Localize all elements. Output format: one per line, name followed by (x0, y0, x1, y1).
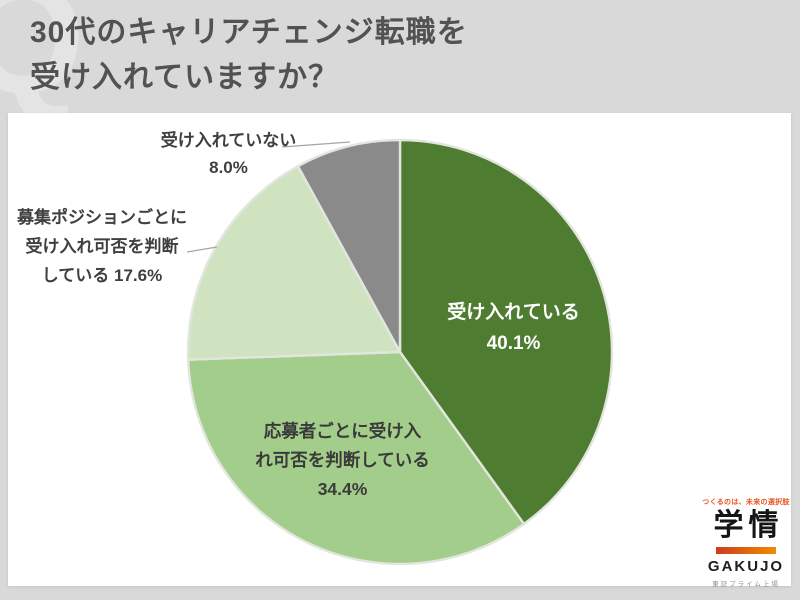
gakujo-logo: つくるのは、未来の選択肢 学情 GAKUJO 東証プライム上場 (698, 497, 794, 588)
gakujo-accent-bar (716, 546, 776, 554)
chart-panel: 受け入れていない 8.0% 募集ポジションごとに 受け入れ可否を判断 している … (8, 113, 794, 588)
pie-label-per-applicant-value: 34.4% (317, 479, 368, 499)
pie-label-accepting: 受け入れている 40.1% (411, 297, 616, 359)
pie-label-per-position: 募集ポジションごとに 受け入れ可否を判断 している 17.6% (12, 203, 192, 290)
pie-label-per-position-value: している 17.6% (41, 266, 163, 285)
pie-label-per-applicant-text2: れ可否を判断している (255, 450, 430, 470)
leader-line-not-accepting (281, 141, 351, 148)
page-title-line2: 受け入れていますか？ (30, 61, 340, 94)
pie-label-not-accepting-value: 8.0% (209, 158, 248, 177)
pie-slice-3 (296, 138, 402, 354)
pie-label-not-accepting: 受け入れていない 8.0% (136, 127, 321, 181)
gakujo-listing-label: 東証プライム上場 (712, 580, 780, 588)
pie-label-accepting-value: 40.1% (486, 333, 541, 354)
pie-label-not-accepting-text: 受け入れていない (160, 131, 297, 150)
pie-label-per-applicant-text1: 応募者ごとに受け入 (263, 421, 422, 441)
gakujo-tagline: つくるのは、未来の選択肢 (702, 499, 790, 506)
pie-slices (186, 138, 614, 566)
pie-label-per-position-text2: 受け入れ可否を判断 (25, 237, 179, 256)
leader-line-per-position (186, 246, 218, 253)
gakujo-name-english: GAKUJO (707, 557, 785, 575)
pie-chart (186, 138, 614, 566)
pie-label-per-position-text1: 募集ポジションごとに (17, 208, 187, 227)
pie-label-accepting-text: 受け入れている (447, 302, 580, 323)
page-title-line1: 30代のキャリアチェンジ転職を (30, 16, 468, 49)
page-title: 30代のキャリアチェンジ転職を 受け入れていますか？ (30, 10, 468, 100)
pie-label-per-applicant: 応募者ごとに受け入 れ可否を判断している 34.4% (230, 417, 455, 504)
pie-slice-0 (398, 138, 614, 526)
pie-slice-1 (186, 350, 526, 566)
gakujo-name-japanese: 学情 (713, 509, 784, 542)
q-watermark: Q (0, 0, 85, 126)
